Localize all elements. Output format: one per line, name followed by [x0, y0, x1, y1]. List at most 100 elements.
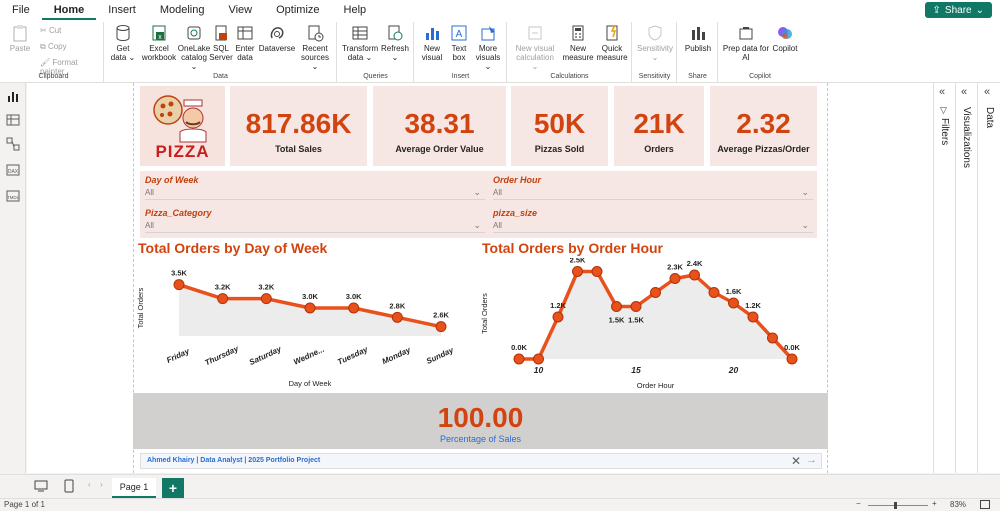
enter-data-button[interactable]: Enter data	[233, 24, 257, 62]
prep-data-for-ai-button[interactable]: Prep data for AI	[721, 24, 771, 62]
x-tick-label: Tuesday	[336, 345, 370, 367]
data-label: 2.6K	[433, 311, 449, 320]
copy-button[interactable]: ⧉ Copy	[40, 42, 67, 51]
cut-button[interactable]: ✂ Cut	[40, 26, 62, 35]
scroll-right-icon[interactable]: ›	[100, 480, 103, 489]
menu-insert[interactable]: Insert	[108, 4, 136, 16]
sql-server-button[interactable]: SQL Server	[209, 24, 233, 62]
kpi-card-pizzas-sold[interactable]: 50K Pizzas Sold	[511, 86, 608, 166]
onelake-catalog-button[interactable]: OneLake catalog ⌄	[177, 24, 211, 71]
slicer-dropdown[interactable]: All ⌄	[145, 187, 485, 200]
transform-data-button[interactable]: Transform data ⌄	[342, 24, 378, 62]
y-axis-label: Total Orders	[136, 287, 145, 328]
kpi-card-orders[interactable]: 21K Orders	[614, 86, 704, 166]
add-page-button[interactable]: +	[162, 478, 184, 498]
publish-button[interactable]: Publish	[680, 24, 716, 53]
desktop-layout-icon[interactable]	[34, 480, 48, 492]
collapse-data-icon[interactable]: «	[984, 86, 991, 98]
share-button[interactable]: ⇪ Share ⌄	[924, 2, 992, 18]
arrow-right-icon[interactable]: →	[806, 454, 817, 466]
chart-orders-by-hour[interactable]: 0.0K1.2K2.5K1.5K 1.5K2.3K 2.4K1.6K1.2K0.0K…	[478, 258, 818, 392]
sql-icon	[215, 25, 227, 41]
collapse-visualizations-icon[interactable]: «	[961, 86, 968, 98]
report-view-icon[interactable]	[6, 89, 20, 103]
scroll-left-icon[interactable]: ‹	[88, 480, 91, 489]
kpi-card-average-order-value[interactable]: 38.31 Average Order Value	[373, 86, 506, 166]
zoom-in-button[interactable]: +	[932, 499, 937, 508]
recent-sources-button[interactable]: Recent sources ⌄	[297, 24, 333, 71]
menu-view[interactable]: View	[228, 4, 253, 16]
text-box-button[interactable]: A Text box	[447, 24, 471, 62]
format-painter-button[interactable]: 🖌 Format painter	[40, 58, 78, 76]
fit-to-page-icon[interactable]	[980, 500, 990, 509]
paste-button[interactable]: Paste	[6, 24, 34, 53]
kpi-card-total-sales[interactable]: 817.86K Total Sales	[230, 86, 367, 166]
excel-workbook-button[interactable]: x Excel workbook	[139, 24, 179, 62]
mobile-layout-icon[interactable]	[64, 479, 74, 493]
model-view-icon[interactable]	[6, 137, 20, 151]
refresh-button[interactable]: Refresh ⌄	[380, 24, 410, 62]
slicer-pizza-size[interactable]: pizza_size All ⌄	[493, 208, 813, 233]
slicer-dropdown[interactable]: All ⌄	[493, 220, 813, 233]
queries-label: Queries	[363, 73, 388, 80]
transform-icon	[352, 26, 368, 40]
kpi-value: 50K	[533, 108, 586, 139]
table-view-icon[interactable]	[6, 113, 20, 127]
menu-modeling[interactable]: Modeling	[159, 4, 205, 16]
filters-pane[interactable]: « ▽ Filters	[933, 83, 955, 473]
zoom-handle[interactable]	[894, 502, 897, 509]
menu-help[interactable]: Help	[343, 4, 367, 16]
more-visuals-button[interactable]: More visuals ⌄	[473, 24, 503, 71]
percentage-card[interactable]: 100.00 Percentage of Sales	[133, 393, 828, 449]
copilot-button[interactable]: Copilot	[769, 24, 801, 53]
visual-calculation-icon	[528, 26, 542, 40]
share-group: Publish Share	[678, 22, 718, 82]
onelake-icon	[187, 26, 201, 40]
menu-optimize[interactable]: Optimize	[276, 4, 320, 16]
zoom-level: 83%	[950, 500, 967, 509]
data-point	[552, 311, 564, 323]
zoom-out-button[interactable]: −	[856, 499, 861, 508]
zoom-slider[interactable]	[868, 505, 928, 506]
refresh-icon	[388, 25, 403, 41]
ribbon: Paste ✂ Cut ⧉ Copy 🖌 Format painter Clip…	[0, 20, 1000, 83]
data-point	[217, 293, 229, 305]
menu-home[interactable]: Home	[41, 0, 97, 20]
tmdl-view-icon[interactable]: TMDL	[6, 189, 20, 203]
copilot-group: Prep data for AI Copilot Copilot	[719, 22, 801, 82]
close-icon[interactable]: ✕	[790, 454, 801, 468]
sensitivity-group: Sensitivity ⌄ Sensitivity	[633, 22, 677, 82]
kpi-card-average-pizzas-per-order[interactable]: 2.32 Average Pizzas/Order	[710, 86, 817, 166]
slicer-dropdown[interactable]: All ⌄	[493, 187, 813, 200]
slicer-dropdown[interactable]: All ⌄	[145, 220, 485, 233]
tab-page-1[interactable]: Page 1	[112, 478, 156, 498]
new-visual-button[interactable]: New visual	[419, 24, 445, 62]
visualizations-pane[interactable]: « Visualizations	[955, 83, 977, 473]
calculations-group: New visual calculation ⌄ New measure Quick…	[508, 22, 632, 82]
quick-measure-button[interactable]: Quick measure	[596, 24, 628, 62]
view-rail: DAX TMDL	[0, 83, 26, 473]
data-pane[interactable]: « Data	[977, 83, 1000, 473]
y-axis-label: Total Orders	[480, 293, 489, 334]
dax-query-icon[interactable]: DAX	[6, 163, 20, 177]
data-point	[260, 293, 272, 305]
x-tick-label: Friday	[165, 346, 191, 365]
new-visual-calculation-button[interactable]: New visual calculation ⌄	[512, 24, 558, 71]
new-measure-button[interactable]: New measure	[562, 24, 594, 62]
kpi-label: Average Pizzas/Order	[717, 144, 810, 154]
dataverse-icon	[270, 27, 284, 39]
menu-file[interactable]: File	[12, 4, 30, 16]
collapse-filters-icon[interactable]: «	[939, 86, 946, 98]
data-point	[747, 311, 759, 323]
slicer-order-hour[interactable]: Order Hour All ⌄	[493, 175, 813, 200]
dataverse-button[interactable]: Dataverse	[257, 24, 297, 53]
chart-orders-by-day[interactable]: 3.5K 3.2K 3.2K 3.0K 3.0K 2.8K 2.6K Total Orders…	[134, 258, 464, 392]
percentage-label: Percentage of Sales	[439, 434, 522, 444]
kpi-label: Orders	[644, 144, 674, 154]
slicer-pizza-category[interactable]: Pizza_Category All ⌄	[145, 208, 485, 233]
data-point	[391, 311, 403, 323]
sensitivity-button[interactable]: Sensitivity ⌄	[635, 24, 675, 62]
get-data-button[interactable]: Get data ⌄	[109, 24, 137, 62]
bar-chart-icon	[426, 28, 439, 40]
slicer-day-of-week[interactable]: Day of Week All ⌄	[145, 175, 485, 200]
